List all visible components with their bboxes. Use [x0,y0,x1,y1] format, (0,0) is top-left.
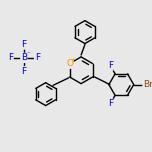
Text: +: + [71,57,76,62]
Text: F: F [108,99,113,108]
Text: F: F [108,61,113,70]
Text: ⁻: ⁻ [26,51,30,57]
Text: F: F [8,53,13,62]
Text: F: F [35,53,40,62]
Text: B: B [21,53,27,62]
Text: Br: Br [143,80,152,89]
Text: F: F [21,67,26,76]
Text: F: F [21,40,26,49]
Text: O: O [66,59,73,68]
